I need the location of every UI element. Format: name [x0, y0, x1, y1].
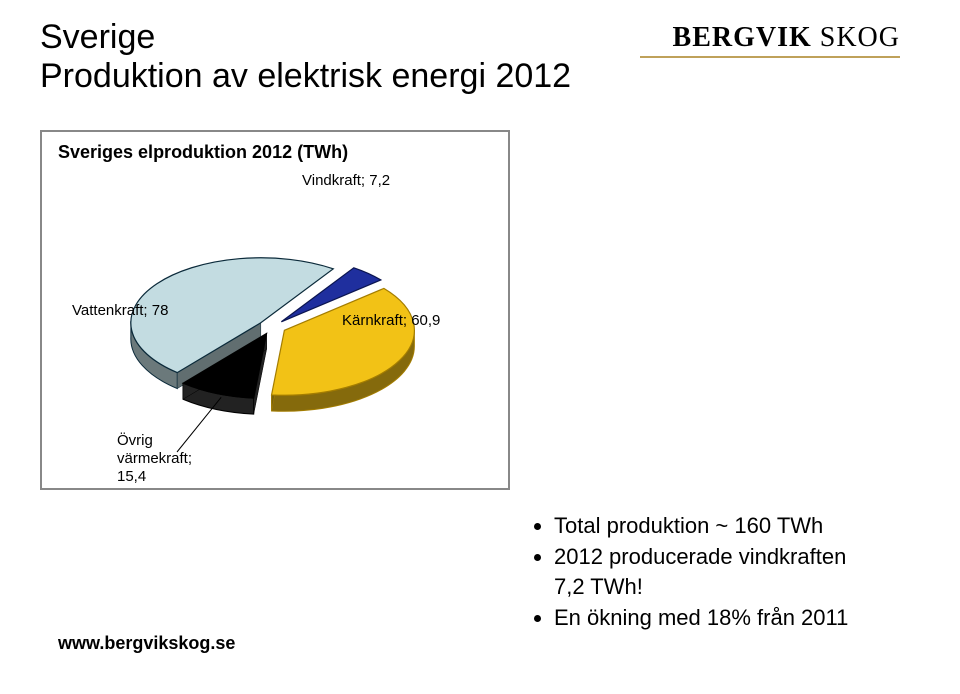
- chart-title: Sveriges elproduktion 2012 (TWh): [58, 142, 348, 163]
- bullet-item: Total produktion ~ 160 TWh: [554, 511, 880, 542]
- brand-part2: SKOG: [820, 22, 900, 53]
- pie-label: Vattenkraft; 78: [72, 302, 168, 320]
- chart-frame: Sveriges elproduktion 2012 (TWh) Vattenk…: [40, 130, 510, 490]
- title-line2: Produktion av elektrisk energi 2012: [40, 57, 571, 96]
- brand-underline: [640, 56, 900, 58]
- pie-label: Övrigvärmekraft;15,4: [117, 432, 192, 486]
- title-line1: Sverige: [40, 18, 571, 57]
- bullet-list: Total produktion ~ 160 TWh2012 producera…: [530, 511, 880, 634]
- brand-text: BERGVIK SKOG: [640, 22, 900, 54]
- bullet-item: En ökning med 18% från 2011: [554, 603, 880, 634]
- page-title-block: Sverige Produktion av elektrisk energi 2…: [40, 18, 571, 96]
- bullets-block: Total produktion ~ 160 TWh2012 producera…: [530, 511, 880, 634]
- site-url: www.bergvikskog.se: [58, 633, 235, 654]
- brand-logo: BERGVIK SKOG: [640, 22, 900, 58]
- pie-label: Kärnkraft; 60,9: [342, 312, 440, 330]
- bullet-item: 2012 producerade vindkraften 7,2 TWh!: [554, 542, 880, 604]
- brand-part1: BERGVIK: [673, 22, 820, 53]
- pie-label: Vindkraft; 7,2: [302, 172, 390, 190]
